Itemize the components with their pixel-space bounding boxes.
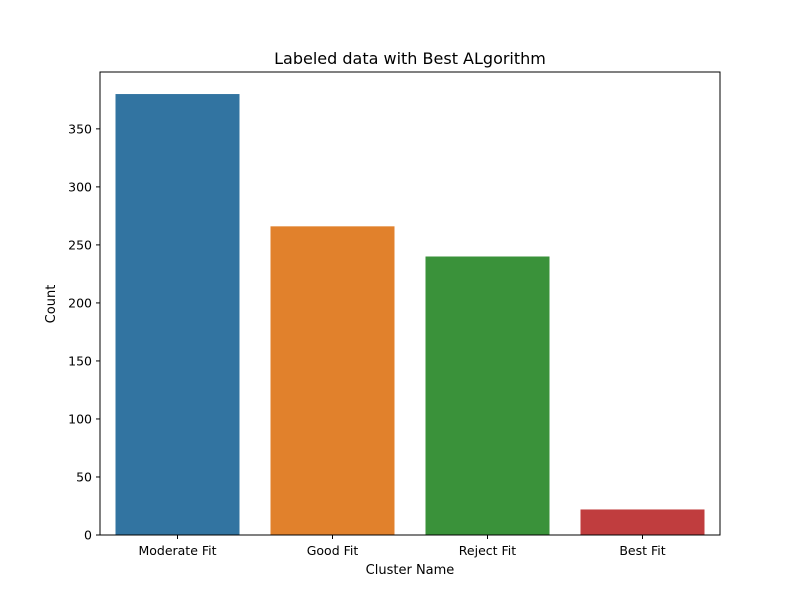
x-tick-label: Good Fit <box>307 543 359 558</box>
y-tick-label: 250 <box>68 237 92 252</box>
bar-best-fit <box>580 509 705 535</box>
x-tick-label: Moderate Fit <box>138 543 216 558</box>
bar-good-fit <box>270 226 395 536</box>
bar-moderate-fit <box>115 94 240 536</box>
plot-frame <box>99 71 721 536</box>
y-tick-label: 0 <box>84 528 92 543</box>
x-tick-label: Best Fit <box>619 543 665 558</box>
y-tick-label: 100 <box>68 411 92 426</box>
y-tick-label: 150 <box>68 353 92 368</box>
ticks-layer: Moderate Fit Good Fit Reject Fit Best Fit 0 5… <box>68 121 666 558</box>
x-axis-label: Cluster Name <box>366 563 455 578</box>
bars-layer <box>115 94 705 536</box>
x-tick-label: Reject Fit <box>459 543 516 558</box>
y-tick-label: 350 <box>68 121 92 136</box>
y-tick-label: 200 <box>68 295 92 310</box>
y-tick-label: 50 <box>76 469 92 484</box>
chart-title: Labeled data with Best ALgorithm <box>274 49 546 68</box>
bar-reject-fit <box>425 256 550 535</box>
y-axis-label: Count <box>44 285 59 324</box>
y-tick-label: 300 <box>68 179 92 194</box>
